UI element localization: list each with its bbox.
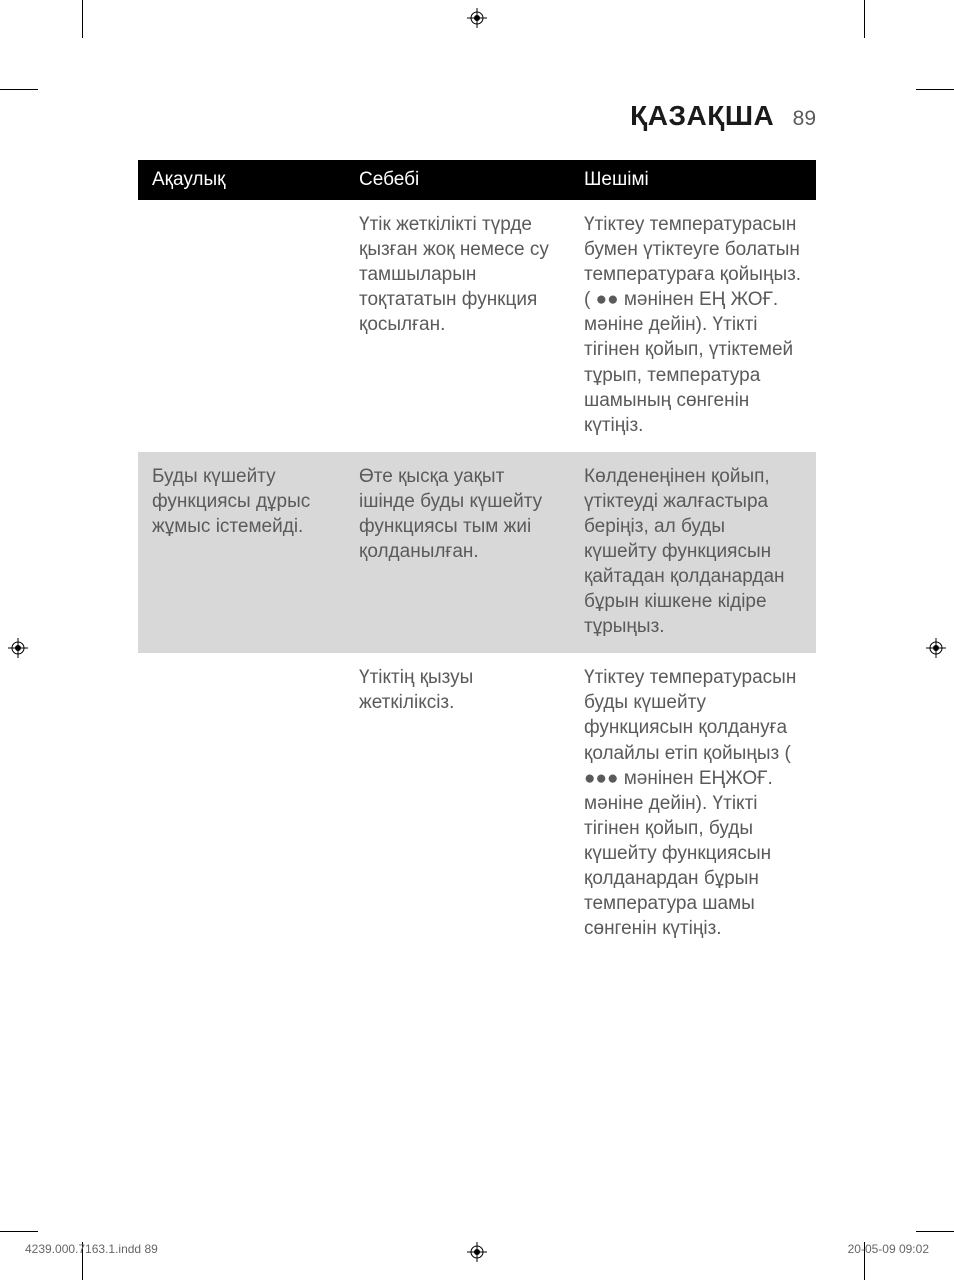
cell-cause: Өте қысқа уақыт ішінде буды күшейту функ… <box>345 452 570 654</box>
cell-solution: Үтіктеу температурасын буды күшейту функ… <box>570 653 816 955</box>
page-header: ҚАЗАҚША 89 <box>138 100 816 132</box>
cell-problem <box>138 200 345 452</box>
column-header-solution: Шешімі <box>570 160 816 200</box>
troubleshooting-table: Ақаулық Себебі Шешімі Үтік жеткілікті тү… <box>138 160 816 955</box>
table-row: Үтік жеткілікті түрде қызған жоқ немесе … <box>138 200 816 452</box>
table-row: Буды күшейту функциясы дұрыс жұмыс істем… <box>138 452 816 654</box>
registration-mark-icon <box>467 8 487 28</box>
column-header-problem: Ақаулық <box>138 160 345 200</box>
registration-mark-icon <box>467 1242 487 1262</box>
language-title: ҚАЗАҚША <box>630 100 774 131</box>
footer-timestamp: 20-05-09 09:02 <box>848 1242 929 1256</box>
page-number: 89 <box>793 107 816 130</box>
footer-file-info: 4239.000.7163.1.indd 89 <box>25 1242 158 1256</box>
registration-mark-icon <box>926 638 946 658</box>
column-header-cause: Себебі <box>345 160 570 200</box>
cell-cause: Үтік жеткілікті түрде қызған жоқ немесе … <box>345 200 570 452</box>
cell-problem: Буды күшейту функциясы дұрыс жұмыс істем… <box>138 452 345 654</box>
cell-cause: Үтіктің қызуы жеткіліксіз. <box>345 653 570 955</box>
cell-problem <box>138 653 345 955</box>
cell-solution: Үтіктеу температурасын бумен үтіктеуге б… <box>570 200 816 452</box>
page-content: ҚАЗАҚША 89 Ақаулық Себебі Шешімі Үтік же… <box>138 100 816 955</box>
registration-mark-icon <box>8 638 28 658</box>
table-row: Үтіктің қызуы жеткіліксіз. Үтіктеу темпе… <box>138 653 816 955</box>
cell-solution: Көлденеңінен қойып, үтіктеуді жалғастыра… <box>570 452 816 654</box>
